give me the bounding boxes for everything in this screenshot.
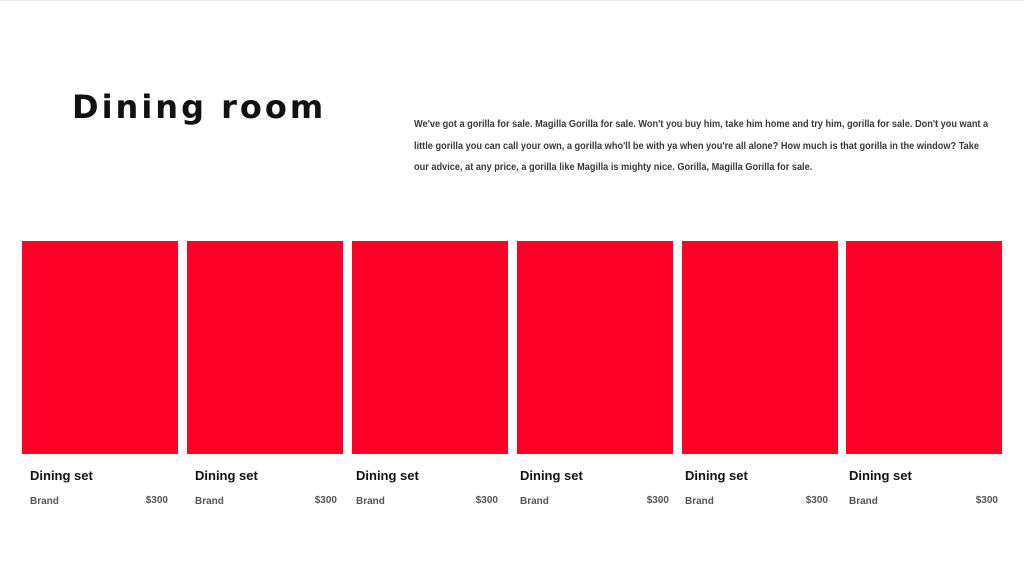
product-brand: Brand xyxy=(356,496,385,507)
top-divider xyxy=(0,0,1024,1)
product-brand: Brand xyxy=(849,496,878,507)
product-price: $300 xyxy=(805,495,828,506)
product-price: $300 xyxy=(475,495,498,506)
product-card[interactable]: Dining set Brand $300 xyxy=(187,241,343,521)
product-image[interactable] xyxy=(517,241,673,454)
product-image[interactable] xyxy=(187,241,343,454)
product-name[interactable]: Dining set xyxy=(195,468,258,483)
product-price: $300 xyxy=(975,495,998,506)
intro-paragraph: We've got a gorilla for sale. Magilla Go… xyxy=(414,119,989,173)
product-card[interactable]: Dining set Brand $300 xyxy=(517,241,673,521)
product-card[interactable]: Dining set Brand $300 xyxy=(352,241,508,521)
product-card[interactable]: Dining set Brand $300 xyxy=(682,241,838,521)
product-price: $300 xyxy=(145,495,168,506)
product-brand: Brand xyxy=(685,496,714,507)
page-title: Dining room xyxy=(72,88,327,126)
product-card[interactable]: Dining set Brand $300 xyxy=(22,241,178,521)
product-image[interactable] xyxy=(22,241,178,454)
product-name[interactable]: Dining set xyxy=(685,468,748,483)
product-name[interactable]: Dining set xyxy=(30,468,93,483)
product-price: $300 xyxy=(646,495,669,506)
product-name[interactable]: Dining set xyxy=(520,468,583,483)
product-image[interactable] xyxy=(352,241,508,454)
product-price: $300 xyxy=(314,495,337,506)
product-name[interactable]: Dining set xyxy=(356,468,419,483)
product-row: Dining set Brand $300 Dining set Brand $… xyxy=(22,241,1002,521)
product-card[interactable]: Dining set Brand $300 xyxy=(846,241,1002,521)
product-brand: Brand xyxy=(195,496,224,507)
product-image[interactable] xyxy=(846,241,1002,454)
product-brand: Brand xyxy=(30,496,59,507)
product-image[interactable] xyxy=(682,241,838,454)
product-name[interactable]: Dining set xyxy=(849,468,912,483)
product-brand: Brand xyxy=(520,496,549,507)
